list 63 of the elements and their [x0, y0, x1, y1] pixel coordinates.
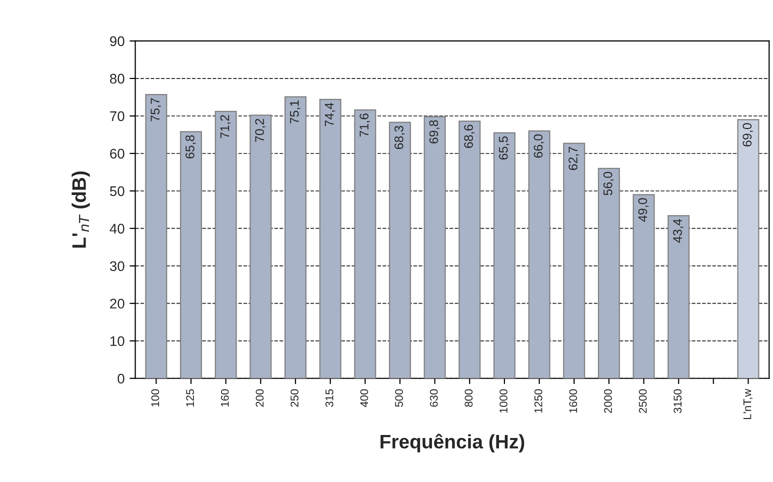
y-tick-label: 70	[110, 111, 124, 122]
data-label: 69,0	[742, 123, 754, 146]
bar	[284, 96, 306, 378]
data-label: 62,7	[568, 146, 579, 170]
y-axis-title: L'$_{nT}$ (dB)	[72, 171, 90, 248]
data-label: 75,7	[150, 98, 162, 122]
y-tick-label: 20	[110, 298, 124, 309]
bar	[632, 194, 655, 378]
data-label: 69,8	[429, 120, 440, 144]
data-label: 66,0	[534, 134, 544, 158]
x-tick-label: 160	[220, 389, 229, 406]
x-tick-label: 125	[186, 389, 194, 406]
data-label: 68,6	[464, 124, 474, 148]
x-tick-label: 100	[151, 389, 160, 406]
data-label: 74,4	[324, 102, 336, 126]
bar	[388, 122, 411, 378]
bar	[598, 168, 620, 378]
x-tick-label: 315	[325, 389, 334, 407]
y-tick-label: 50	[110, 186, 124, 196]
y-tick-label: 0	[118, 374, 124, 384]
y-tick-label: 80	[110, 74, 124, 84]
x-tick-label: 1600	[569, 389, 578, 413]
data-label: 56,0	[603, 172, 614, 196]
data-label: 71,2	[220, 115, 231, 138]
bar	[668, 215, 690, 378]
x-tick-label: 1250	[534, 389, 542, 413]
data-label: 71,6	[360, 113, 370, 137]
data-label: 68,3	[394, 126, 405, 150]
x-tick-label: L'nT,w	[743, 388, 753, 420]
bar	[250, 114, 272, 378]
y-tick-label: 40	[110, 224, 124, 234]
x-tick-label: 250	[290, 389, 298, 407]
y-tick-label: 90	[110, 36, 124, 46]
bar	[214, 110, 237, 378]
x-tick-label: 630	[430, 389, 438, 407]
x-tick-label: 200	[256, 389, 264, 407]
bar	[528, 130, 550, 378]
data-label: 65,5	[498, 136, 510, 160]
x-tick-label: 3150	[674, 389, 682, 414]
data-label: 70,2	[255, 118, 266, 142]
data-label: 75,1	[290, 100, 300, 124]
bar	[354, 109, 376, 378]
y-tick-label: 10	[110, 336, 124, 346]
bar	[563, 142, 586, 378]
data-label: 65,8	[186, 135, 196, 158]
bar	[319, 98, 342, 378]
x-tick-label: 800	[464, 389, 473, 407]
x-tick-label: 500	[395, 389, 403, 407]
bar	[737, 119, 760, 378]
y-tick-label: 60	[110, 148, 124, 159]
x-tick-label: 2500	[638, 389, 647, 413]
bar	[458, 120, 481, 378]
y-tick-label: 30	[110, 261, 124, 272]
data-label: 43,4	[673, 219, 684, 243]
bar	[424, 116, 446, 378]
bar	[180, 131, 202, 378]
x-tick-label: 1000	[500, 389, 508, 413]
x-tick-label: 2000	[604, 389, 612, 413]
data-label: 49,0	[638, 198, 649, 222]
x-axis-title: Frequência (Hz)	[380, 434, 524, 452]
x-tick-label: 400	[360, 389, 368, 408]
bar	[493, 132, 516, 378]
bar	[145, 94, 168, 378]
